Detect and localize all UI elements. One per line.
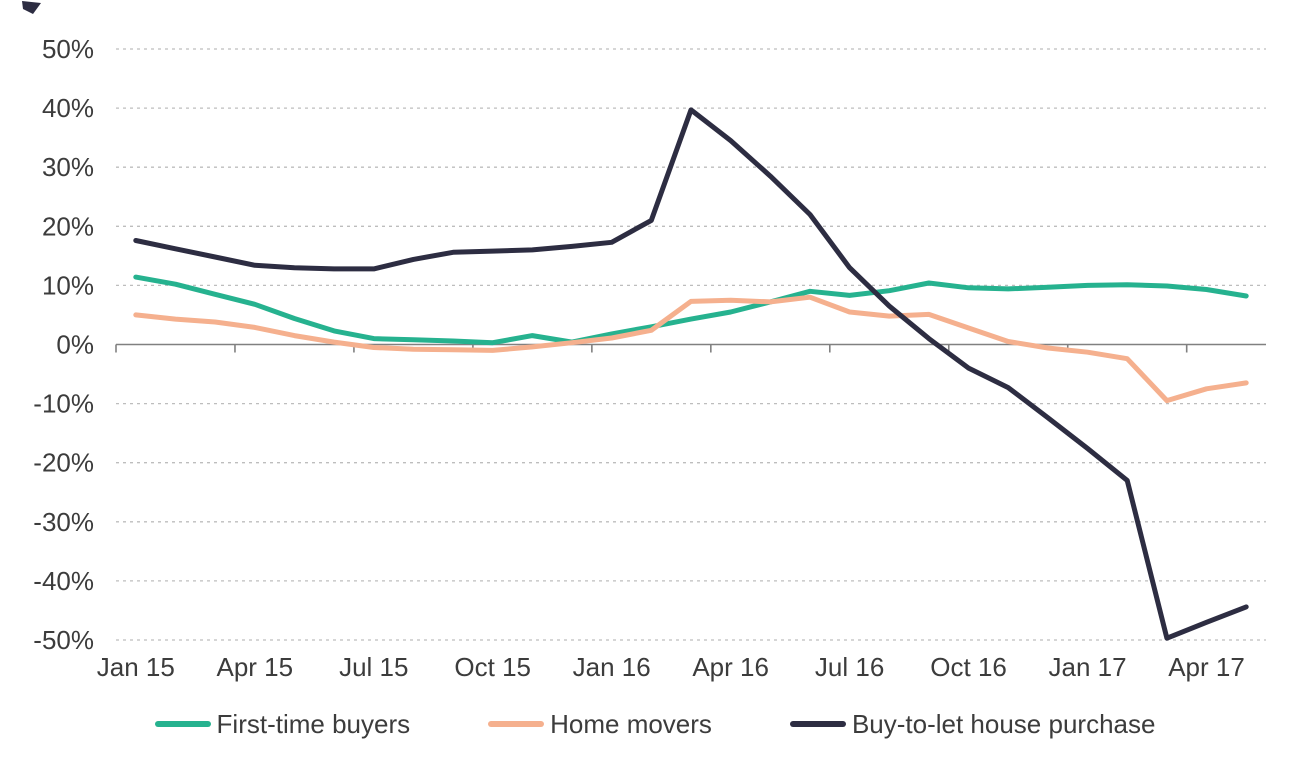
legend-label-first-time-buyers: First-time buyers	[216, 709, 411, 739]
legend-item-buy-to-let: Buy-to-let house purchase	[789, 709, 1156, 739]
x-tick-label: Jul 15	[339, 652, 408, 682]
series-line-home-movers	[133, 294, 1249, 404]
y-tick-label: 10%	[42, 270, 94, 300]
y-tick-label: -50%	[33, 625, 94, 655]
y-tick-label: -20%	[33, 448, 94, 478]
series-line-buy-to-let-house-purchase	[133, 107, 1249, 641]
y-tick-label: 20%	[42, 211, 94, 241]
y-tick-label: -30%	[33, 507, 94, 537]
y-tick-label: 40%	[42, 93, 94, 123]
legend-item-first-time-buyers: First-time buyers	[154, 709, 411, 739]
legend-swatch-buy-to-let	[789, 721, 846, 727]
legend-swatch-home-movers	[488, 721, 545, 727]
y-tick-label: -10%	[33, 389, 94, 419]
legend-swatch-first-time-buyers	[154, 721, 211, 727]
top-left-artifact	[22, 1, 41, 14]
y-tick-label: -40%	[33, 566, 94, 596]
x-tick-label: Oct 16	[930, 652, 1007, 682]
x-tick-label: Apr 16	[692, 652, 769, 682]
x-tick-label: Jan 15	[97, 652, 175, 682]
x-tick-label: Oct 15	[454, 652, 531, 682]
x-tick-label: Jan 16	[573, 652, 651, 682]
x-tick-label: Apr 17	[1168, 652, 1245, 682]
x-tick-label: Jan 17	[1049, 652, 1127, 682]
legend: First-time buyers Home movers Buy-to-let…	[0, 698, 1310, 750]
x-tick-label: Jul 16	[815, 652, 884, 682]
legend-label-buy-to-let: Buy-to-let house purchase	[851, 709, 1156, 739]
series-line-first-time-buyers	[133, 274, 1249, 346]
legend-label-home-movers: Home movers	[550, 709, 712, 739]
legend-item-home-movers: Home movers	[488, 711, 712, 737]
y-tick-label: 50%	[42, 34, 94, 64]
y-tick-label: 0%	[56, 330, 94, 360]
x-tick-label: Apr 15	[216, 652, 293, 682]
y-tick-label: 30%	[42, 152, 94, 182]
